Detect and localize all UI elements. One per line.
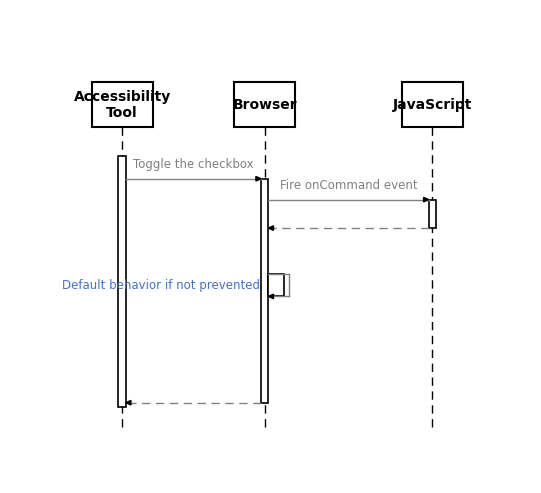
Bar [268, 274, 285, 296]
Polygon shape [126, 400, 131, 405]
Bar [261, 179, 268, 403]
Text: Accessibility
Tool: Accessibility Tool [74, 90, 171, 120]
Polygon shape [424, 197, 428, 202]
Bar [402, 82, 463, 128]
Polygon shape [256, 176, 261, 181]
Bar [234, 82, 295, 128]
Text: Toggle the checkbox: Toggle the checkbox [133, 158, 254, 171]
Bar [92, 82, 153, 128]
Text: Fire onCommand event: Fire onCommand event [280, 179, 417, 192]
Polygon shape [268, 226, 274, 230]
Bar [118, 156, 126, 407]
Polygon shape [268, 294, 274, 299]
Bar [428, 200, 436, 228]
Text: Default behavior if not prevented: Default behavior if not prevented [62, 279, 260, 291]
Text: Browser: Browser [233, 98, 297, 112]
Text: JavaScript: JavaScript [393, 98, 472, 112]
